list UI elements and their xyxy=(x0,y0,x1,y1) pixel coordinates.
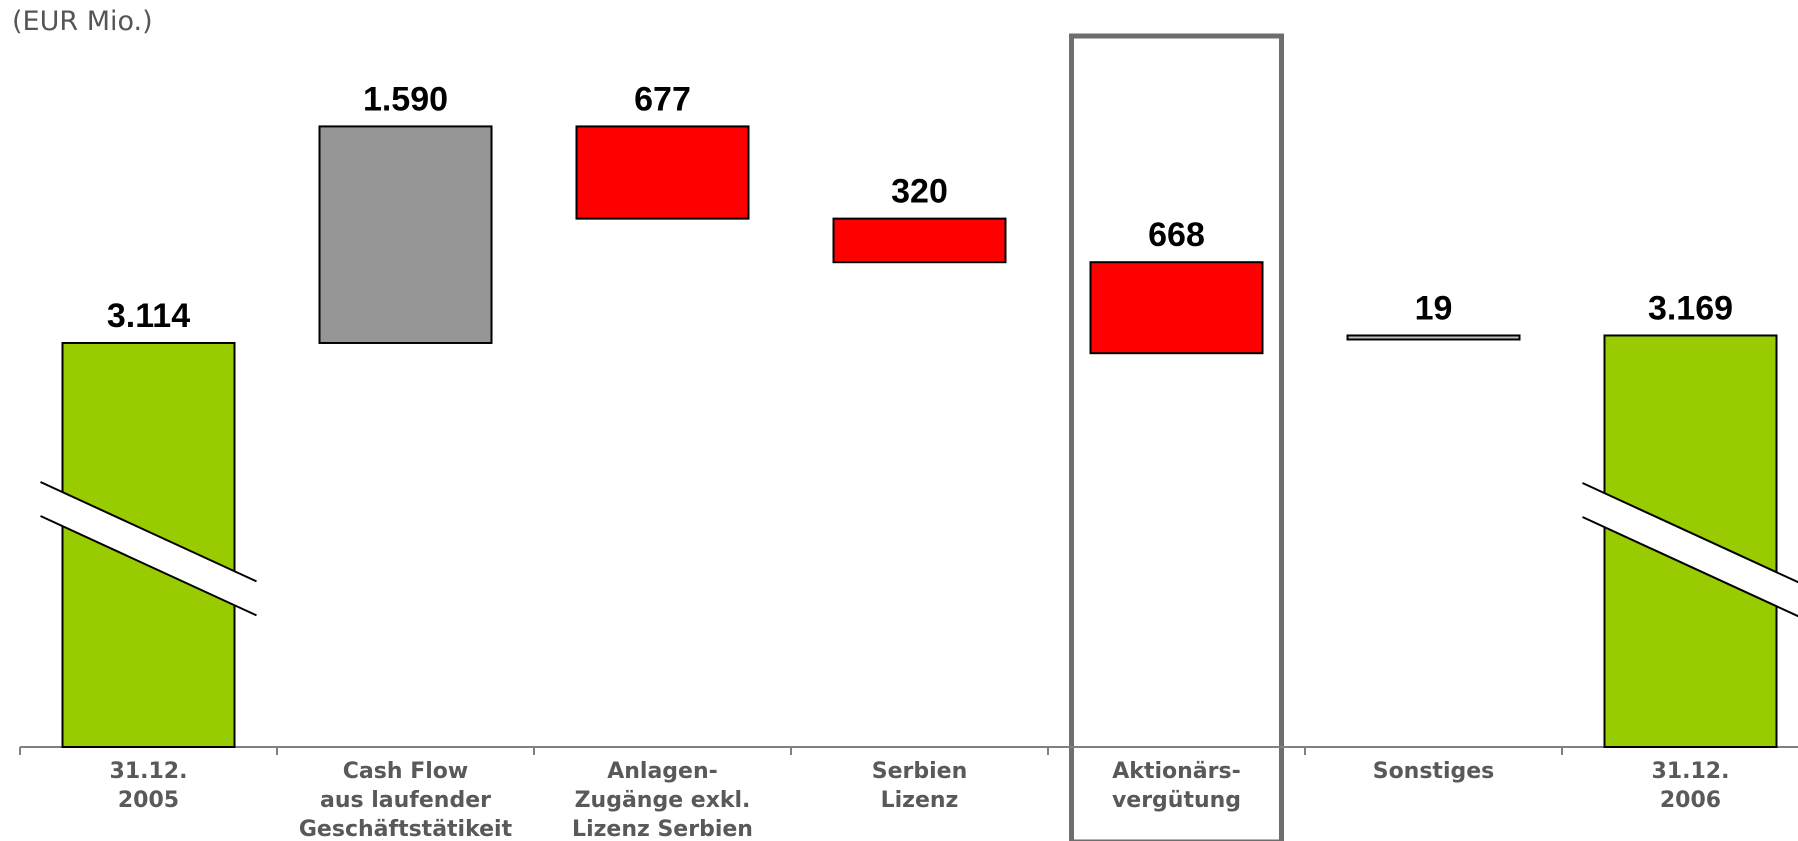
data-label: 668 xyxy=(1148,216,1205,254)
data-label: 3.169 xyxy=(1648,289,1733,327)
axis-break-gap xyxy=(1582,483,1798,617)
category-label: Lizenz Serbien xyxy=(572,817,753,841)
bar xyxy=(832,217,1007,264)
unit-label: (EUR Mio.) xyxy=(12,6,153,37)
bar xyxy=(575,125,750,220)
category-label: Anlagen- xyxy=(607,759,718,784)
axis-break-line xyxy=(1582,516,1798,618)
data-label: 320 xyxy=(891,173,948,211)
category-label: Sonstiges xyxy=(1373,759,1495,784)
axis-break-line xyxy=(1582,482,1798,584)
bar xyxy=(1089,261,1264,355)
axis-break-line xyxy=(40,481,257,583)
axis-break-line xyxy=(40,515,257,617)
category-label: Geschäftstätikeit xyxy=(299,817,513,841)
data-label: 19 xyxy=(1415,289,1453,327)
highlight-frame xyxy=(1069,33,1284,841)
category-label: 31.12. xyxy=(110,759,188,784)
category-label: vergütung xyxy=(1112,788,1241,813)
category-label: Aktionärs- xyxy=(1112,759,1240,784)
category-label: 2005 xyxy=(118,788,179,813)
category-label: Cash Flow xyxy=(343,759,468,784)
data-label: 677 xyxy=(634,80,691,118)
bar xyxy=(318,125,493,344)
bar xyxy=(1346,334,1521,341)
category-label: Zugänge exkl. xyxy=(575,788,751,813)
data-label: 1.590 xyxy=(363,80,448,118)
category-label: 31.12. xyxy=(1652,759,1730,784)
category-label: Lizenz xyxy=(881,788,959,813)
category-label: Serbien xyxy=(872,759,968,784)
category-label: 2006 xyxy=(1660,788,1721,813)
data-label: 3.114 xyxy=(107,297,190,335)
category-label: aus laufender xyxy=(320,788,491,813)
axis-break-gap xyxy=(40,482,257,616)
